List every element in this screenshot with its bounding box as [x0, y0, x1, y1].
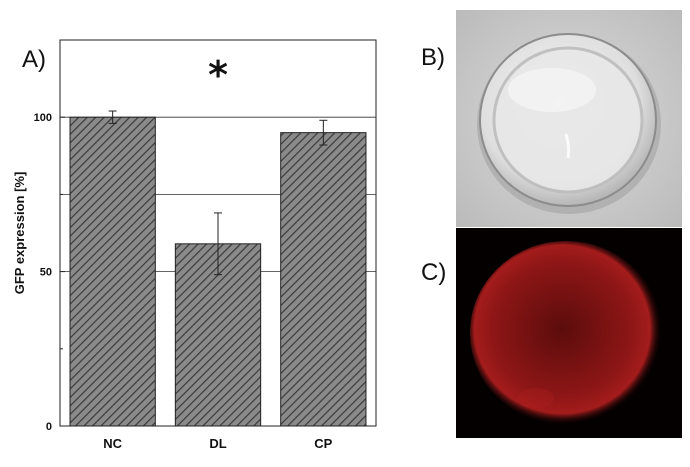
panel-label-c: C) — [421, 259, 447, 286]
panel-label-a: A) — [22, 46, 46, 73]
y-axis-ticks: 0 50 100 — [34, 39, 65, 433]
y-tick-label: 50 — [40, 267, 52, 279]
x-axis-labels: NC DL CP — [103, 436, 332, 451]
y-axis-title: GFP expression [%] — [12, 172, 27, 295]
fluorescence-photo — [456, 228, 682, 438]
y-tick-label: 0 — [46, 421, 52, 433]
y-tick-label: 100 — [34, 112, 52, 124]
x-tick-label-dl: DL — [209, 436, 226, 451]
hydrogel-dish-photo — [456, 10, 682, 227]
error-bars — [108, 110, 328, 276]
panel-label-b: B) — [421, 44, 445, 71]
significance-marker: * — [208, 53, 228, 97]
x-tick-label-nc: NC — [103, 436, 122, 451]
x-tick-label-cp: CP — [314, 436, 332, 451]
bars — [69, 116, 367, 427]
bar-chart: 0 50 100 NC DL CP GFP expression [%] * — [12, 39, 377, 451]
plot-frame — [59, 39, 377, 427]
bar-nc — [69, 116, 156, 427]
bar-cp — [280, 132, 367, 427]
